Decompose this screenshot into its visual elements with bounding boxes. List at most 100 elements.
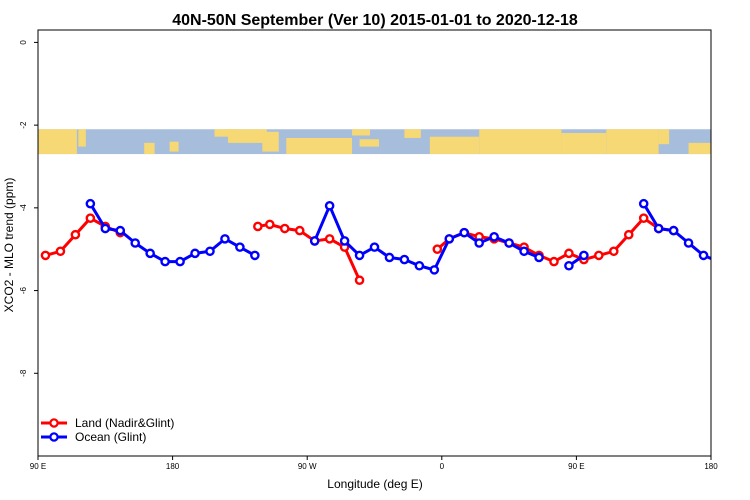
data-point-ocean <box>369 242 380 252</box>
legend-label-ocean: Ocean (Glint) <box>75 430 146 444</box>
data-point-ocean <box>683 238 694 248</box>
land-mass-15 <box>658 129 670 145</box>
series-line-land <box>257 222 361 281</box>
series-layer <box>40 198 722 286</box>
data-point-ocean <box>653 223 664 234</box>
data-point-ocean <box>429 265 440 275</box>
data-point-ocean <box>160 256 170 267</box>
land-mass-0 <box>38 129 77 155</box>
x-axis-label: Longitude (deg E) <box>327 477 422 491</box>
data-point-ocean <box>145 248 155 259</box>
data-point-ocean <box>698 250 709 261</box>
data-point-land <box>253 221 263 232</box>
data-point-ocean <box>489 231 499 242</box>
data-point-ocean <box>534 252 544 263</box>
data-point-ocean <box>564 260 574 271</box>
data-point-ocean <box>384 252 395 263</box>
data-point-ocean <box>474 238 484 248</box>
y-tick-label: -6 <box>19 286 28 294</box>
data-point-ocean <box>399 254 410 265</box>
data-point-ocean <box>100 223 111 234</box>
legend-marker-ocean <box>49 432 59 442</box>
series-line-ocean <box>313 204 540 272</box>
data-point-land <box>354 275 365 286</box>
data-point-ocean <box>668 225 679 236</box>
land-mass-10 <box>404 129 421 138</box>
data-point-ocean <box>309 236 320 246</box>
land-mass-11 <box>429 136 480 155</box>
x-axis: 90 E 180 90 W 0 90 E 180 <box>30 456 718 471</box>
data-point-ocean <box>414 260 425 271</box>
plot-frame <box>37 29 712 457</box>
data-point-ocean <box>339 236 350 246</box>
data-point-land <box>70 229 81 240</box>
series-ocean <box>85 198 722 275</box>
data-point-ocean <box>220 234 230 244</box>
data-point-ocean <box>205 246 215 257</box>
land-mass-3 <box>169 141 179 152</box>
y-tick-label: -8 <box>19 369 28 377</box>
data-point-ocean <box>115 225 126 236</box>
land-mass-7 <box>286 137 353 155</box>
data-point-ocean <box>519 246 529 257</box>
data-point-ocean <box>250 250 260 261</box>
data-point-ocean <box>130 238 141 248</box>
data-point-ocean <box>354 250 365 261</box>
data-point-ocean <box>459 227 470 238</box>
data-point-land <box>279 223 290 234</box>
legend-item-ocean: Ocean (Glint) <box>41 430 146 444</box>
data-point-land <box>55 246 66 257</box>
land-mass-5 <box>214 129 236 137</box>
data-point-land <box>324 234 335 244</box>
x-tick-label: 90 E <box>30 462 46 471</box>
legend-marker-land <box>49 418 59 428</box>
data-point-ocean <box>638 198 649 209</box>
land-mass-12 <box>479 129 562 155</box>
data-point-ocean <box>324 200 335 211</box>
y-axis: 0 -2 -4 -6 -8 <box>19 40 38 377</box>
data-point-land <box>40 250 51 261</box>
data-point-land <box>638 213 649 223</box>
legend-item-land: Land (Nadir&Glint) <box>41 416 174 430</box>
data-point-land <box>549 256 559 267</box>
series-land <box>40 213 679 286</box>
data-point-ocean <box>715 258 722 265</box>
land-mass-14 <box>606 129 659 155</box>
land-mass-2 <box>144 142 155 155</box>
data-point-land <box>564 248 574 259</box>
legend: Land (Nadir&Glint) Ocean (Glint) <box>41 416 174 444</box>
x-tick-label: 90 E <box>568 462 584 471</box>
land-mass-1 <box>78 129 86 147</box>
data-point-land <box>623 229 634 240</box>
data-point-ocean <box>85 198 96 209</box>
series-line-ocean <box>89 202 256 264</box>
x-tick-label: 180 <box>166 462 180 471</box>
y-tick-label: -4 <box>19 204 28 212</box>
data-point-land <box>265 219 275 230</box>
data-point-land <box>608 246 619 257</box>
data-point-land <box>594 250 604 261</box>
data-point-ocean <box>235 242 245 252</box>
land-mass-4 <box>227 129 267 143</box>
chart-title: 40N-50N September (Ver 10) 2015-01-01 to… <box>172 12 578 29</box>
x-tick-label: 180 <box>704 462 718 471</box>
x-tick-label: 0 <box>440 462 445 471</box>
y-tick-label: 0 <box>19 40 28 45</box>
legend-label-land: Land (Nadir&Glint) <box>75 416 174 430</box>
map-band-land <box>38 129 711 155</box>
data-point-ocean <box>444 234 455 244</box>
land-mass-13 <box>561 132 607 155</box>
data-point-land <box>85 213 96 223</box>
land-mass-16 <box>688 142 711 155</box>
y-tick-label: -2 <box>19 121 28 129</box>
land-mass-9 <box>359 139 379 147</box>
y-axis-label: XCO2 - MLO trend (ppm) <box>2 178 16 313</box>
map-band <box>38 129 711 155</box>
data-point-ocean <box>190 248 200 259</box>
data-point-ocean <box>504 238 514 248</box>
land-mass-6 <box>262 131 279 152</box>
data-point-land <box>432 244 443 255</box>
land-mass-8 <box>352 129 371 136</box>
data-point-ocean <box>175 256 185 267</box>
